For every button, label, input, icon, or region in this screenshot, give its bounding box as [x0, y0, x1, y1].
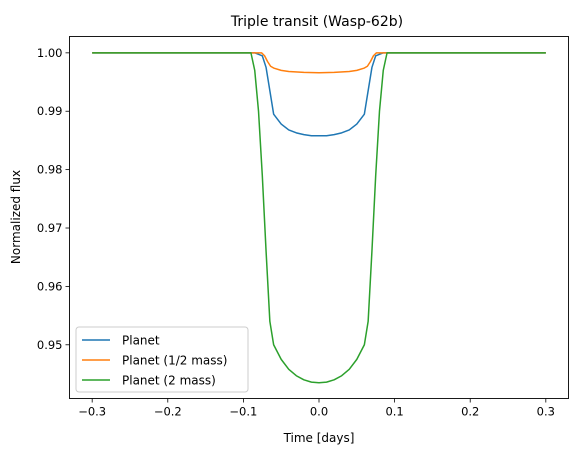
y-tick-label: 0.97 — [37, 221, 63, 235]
y-tick-label: 0.98 — [37, 163, 63, 177]
legend-label-2: Planet (2 mass) — [122, 374, 216, 388]
y-tick-label: 0.96 — [37, 279, 63, 293]
y-tick-label: 0.99 — [37, 104, 63, 118]
x-tick-label: 0.3 — [537, 405, 555, 419]
series-line-2 — [92, 52, 546, 384]
x-tick-label: −0.1 — [229, 405, 257, 419]
x-tick-label: −0.2 — [154, 405, 182, 419]
x-tick-label: 0.0 — [310, 405, 328, 419]
chart-title: Triple transit (Wasp-62b) — [230, 14, 403, 30]
x-axis-ticks: −0.3 −0.2 −0.1 0.0 0.1 0.2 0.3 — [78, 398, 555, 419]
x-tick-label: 0.2 — [461, 405, 479, 419]
x-axis-label: Time [days] — [283, 431, 355, 445]
legend-label-1: Planet (1/2 mass) — [122, 354, 227, 368]
y-axis-ticks: 0.95 0.96 0.97 0.98 0.99 1.00 — [37, 46, 70, 352]
y-axis-label: Normalized flux — [9, 170, 23, 264]
x-tick-label: −0.3 — [78, 405, 106, 419]
y-tick-label: 1.00 — [37, 46, 63, 60]
series-line-1 — [92, 52, 546, 74]
legend-frame — [75, 326, 249, 393]
y-tick-label: 0.95 — [37, 338, 63, 352]
legend-label-0: Planet — [122, 334, 160, 348]
x-tick-label: 0.1 — [385, 405, 403, 419]
series-line-0 — [92, 52, 546, 137]
legend: Planet Planet (1/2 mass) Planet (2 mass) — [75, 326, 249, 393]
plot-frame — [69, 36, 569, 399]
series-lines — [92, 52, 546, 384]
